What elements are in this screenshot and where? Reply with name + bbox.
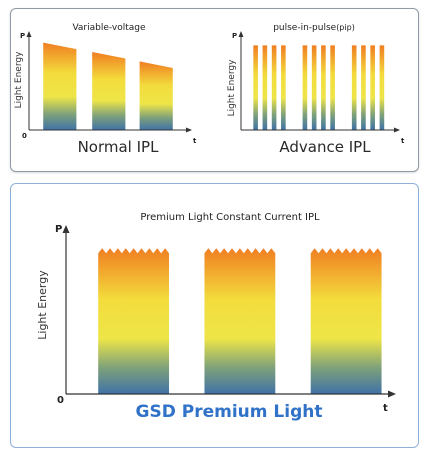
normal-ipl-diagram: Variable-voltage P t 0 Light Energy Norm… [14, 23, 197, 156]
normal-ipl-pulses [43, 42, 173, 131]
advance-subpulse-2-4 [330, 45, 335, 130]
normal-y-label: Light Energy [14, 51, 24, 109]
advance-subpulse-3-2 [361, 45, 366, 130]
advance-subpulse-1-4 [281, 45, 286, 130]
advance-subpulse-2-1 [302, 45, 308, 130]
premium-light-caption: GSD Premium Light [136, 402, 323, 422]
advance-ipl-pulses [253, 45, 385, 130]
premium-light-title: Premium Light Constant Current IPL [140, 212, 320, 223]
advance-ipl-caption: Advance IPL [279, 138, 371, 156]
advance-subpulse-3-1 [351, 45, 357, 130]
normal-pulse-1 [43, 42, 77, 130]
advance-subpulse-2-2 [311, 45, 317, 130]
advance-subpulse-3-3 [370, 45, 375, 130]
premium-y-label: Light Energy [36, 270, 49, 340]
normal-ipl-title: Variable-voltage [72, 23, 146, 33]
normal-y-axis-arrow [26, 31, 32, 37]
advance-subpulse-1-1 [253, 45, 258, 130]
premium-light-pulses [98, 248, 382, 394]
advance-ipl-title-main: pulse-in-pulse [273, 23, 336, 33]
normal-x-axis-arrow [186, 127, 192, 133]
normal-pulse-2 [92, 51, 126, 131]
normal-pulse-3 [139, 61, 173, 130]
normal-ipl-caption: Normal IPL [78, 138, 160, 156]
premium-x-axis-arrow [388, 390, 396, 398]
advance-subpulse-1-2 [262, 45, 268, 130]
premium-x-axis-letter: t [383, 403, 388, 414]
advance-subpulse-1-3 [271, 45, 277, 130]
advance-y-axis-letter: P [232, 32, 237, 40]
advance-subpulse-2-3 [321, 45, 326, 130]
premium-pulse-1 [98, 248, 170, 394]
premium-y-axis-letter: P [55, 224, 62, 235]
premium-pulse-3 [310, 248, 382, 394]
normal-y-axis-letter: P [20, 32, 25, 40]
top-panel [10, 8, 419, 172]
advance-y-axis-arrow [238, 31, 244, 37]
advance-ipl-title: pulse-in-pulse(pip) [273, 23, 355, 33]
advance-ipl-title-paren: (pip) [336, 23, 355, 32]
premium-y-axis-arrow [62, 225, 70, 233]
advance-ipl-diagram: pulse-in-pulse(pip) P t Light Energy Adv… [227, 23, 405, 156]
advance-y-label: Light Energy [227, 59, 237, 117]
normal-origin-label: 0 [22, 132, 27, 140]
premium-pulse-2 [204, 248, 276, 394]
premium-light-diagram: Premium Light Constant Current IPL P t 0… [36, 212, 396, 422]
advance-x-axis-arrow [394, 127, 400, 133]
premium-origin-label: 0 [57, 395, 64, 406]
normal-x-axis-letter: t [193, 137, 197, 145]
advance-x-axis-letter: t [401, 137, 405, 145]
advance-subpulse-3-4 [379, 45, 385, 130]
